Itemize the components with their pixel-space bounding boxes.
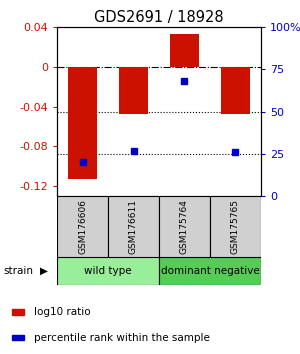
Text: GSM176606: GSM176606 [78, 199, 87, 254]
Bar [210, 196, 261, 257]
Text: GSM176611: GSM176611 [129, 199, 138, 254]
Bar [221, 67, 250, 114]
Text: strain: strain [3, 266, 33, 276]
Bar [159, 257, 261, 285]
Bar [12, 309, 24, 315]
Text: dominant negative: dominant negative [160, 266, 260, 276]
Bar [170, 34, 199, 67]
Text: GSM175765: GSM175765 [231, 199, 240, 254]
Text: wild type: wild type [84, 266, 132, 276]
Bar [57, 196, 108, 257]
Bar [108, 196, 159, 257]
Title: GDS2691 / 18928: GDS2691 / 18928 [94, 10, 224, 25]
Bar [159, 196, 210, 257]
Text: ▶: ▶ [40, 266, 47, 276]
Text: GSM175764: GSM175764 [180, 199, 189, 254]
Text: log10 ratio: log10 ratio [34, 307, 91, 317]
Text: percentile rank within the sample: percentile rank within the sample [34, 333, 210, 343]
Bar [57, 257, 159, 285]
Bar [119, 67, 148, 114]
Bar [68, 67, 97, 179]
Bar [12, 335, 24, 340]
